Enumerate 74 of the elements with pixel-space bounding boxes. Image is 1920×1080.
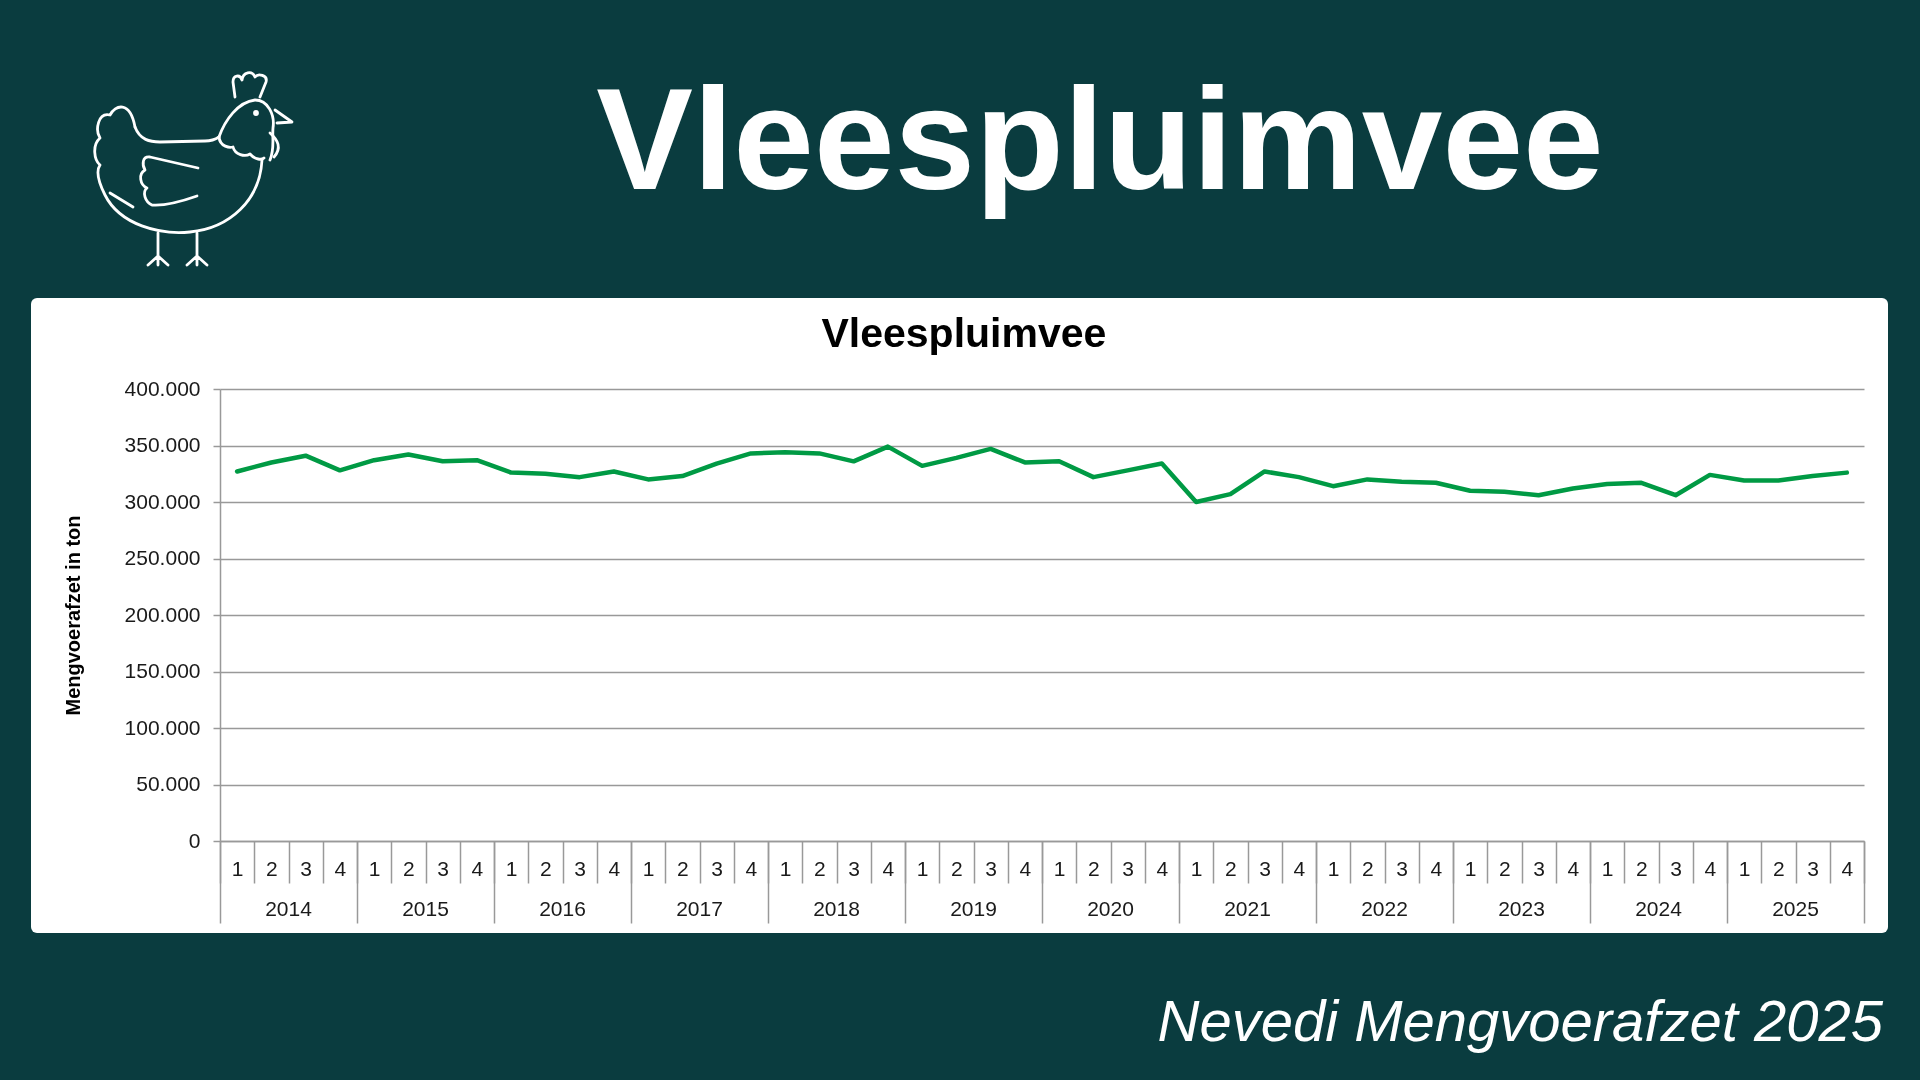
x-tick-label: 4 bbox=[1430, 857, 1443, 880]
x-tick-label: 2 bbox=[1773, 857, 1785, 880]
x-tick-label: 1 bbox=[1738, 857, 1751, 880]
x-tick-label: 2 bbox=[266, 857, 278, 880]
x-tick-label: 4 bbox=[608, 857, 621, 880]
x-tick-label: 3 bbox=[1259, 857, 1271, 880]
text: 2025 bbox=[1772, 897, 1819, 920]
x-tick-label: 2 bbox=[1225, 857, 1237, 880]
x-tick-label: 3 bbox=[574, 857, 586, 880]
chart-subtitle: Vleespluimvee bbox=[821, 310, 1107, 356]
x-tick-label: 1 bbox=[368, 857, 381, 880]
x-tick-label: 2 bbox=[1088, 857, 1100, 880]
x-tick-label: 2 bbox=[403, 857, 415, 880]
x-tick-label: 4 bbox=[1156, 857, 1169, 880]
x-tick-label: 1 bbox=[1464, 857, 1477, 880]
text: 2014 bbox=[265, 897, 313, 920]
x-tick-label: 3 bbox=[1396, 857, 1408, 880]
x-tick-label: 4 bbox=[1841, 857, 1854, 880]
x-tick-label: 3 bbox=[300, 857, 312, 880]
x-tick-label: 4 bbox=[1293, 857, 1306, 880]
y-tick-label: 100.000 bbox=[124, 715, 201, 739]
x-tick-label: 2 bbox=[951, 857, 963, 880]
text: 2023 bbox=[1498, 897, 1545, 920]
text: 2024 bbox=[1635, 897, 1683, 920]
x-tick-label: 2 bbox=[814, 857, 826, 880]
x-tick-label: 1 bbox=[1053, 857, 1066, 880]
text: 2019 bbox=[950, 897, 997, 920]
line-series bbox=[234, 444, 1850, 505]
x-tick-label: 4 bbox=[882, 857, 895, 880]
x-tick-label: 1 bbox=[1327, 857, 1340, 880]
x-tick-label: 4 bbox=[471, 857, 484, 880]
x-tick-label: 3 bbox=[437, 857, 449, 880]
x-tick-label: 4 bbox=[1704, 857, 1717, 880]
text: 2020 bbox=[1087, 897, 1134, 920]
x-tick-label: 3 bbox=[711, 857, 723, 880]
x-tick-label: 2 bbox=[1499, 857, 1511, 880]
text: 2022 bbox=[1361, 897, 1408, 920]
y-tick-label: 200.000 bbox=[124, 602, 201, 626]
x-tick-label: 3 bbox=[1122, 857, 1134, 880]
y-tick-label: 150.000 bbox=[124, 659, 201, 682]
text: 2015 bbox=[402, 897, 449, 920]
y-tick-label: 400.000 bbox=[124, 376, 201, 400]
x-tick-label: 4 bbox=[1567, 857, 1580, 880]
x-tick-label: 1 bbox=[916, 857, 929, 880]
x-tick-label: 3 bbox=[1533, 857, 1545, 880]
x-tick-label: 1 bbox=[1601, 857, 1614, 880]
x-tick-label: 1 bbox=[1190, 857, 1203, 880]
text: 2017 bbox=[676, 897, 723, 920]
text: Nevedi Mengvoerafzet 2025 bbox=[1157, 988, 1883, 1053]
x-tick-label: 1 bbox=[231, 857, 244, 880]
y-axis-title: Mengvoerafzet in ton bbox=[61, 515, 84, 716]
x-tick-label: 2 bbox=[677, 857, 689, 880]
x-tick-label: 1 bbox=[505, 857, 518, 880]
x-tick-label: 1 bbox=[642, 857, 655, 880]
text: 2018 bbox=[813, 897, 860, 920]
x-tick-label: 2 bbox=[1362, 857, 1374, 880]
y-tick-label: 300.000 bbox=[124, 489, 201, 513]
text: 2021 bbox=[1224, 897, 1271, 920]
x-tick-label: 1 bbox=[779, 857, 792, 880]
y-tick-label: 50.000 bbox=[136, 772, 201, 795]
y-tick-label: 0 bbox=[188, 828, 201, 852]
x-tick-label: 4 bbox=[334, 857, 347, 880]
y-tick-label: 350.000 bbox=[124, 433, 201, 456]
y-tick-label: 250.000 bbox=[124, 546, 201, 569]
x-tick-label: 3 bbox=[1807, 857, 1819, 880]
x-tick-label: 3 bbox=[1670, 857, 1682, 880]
x-tick-label: 2 bbox=[540, 857, 552, 880]
x-tick-label: 2 bbox=[1636, 857, 1648, 880]
x-tick-label: 4 bbox=[745, 857, 758, 880]
text: 2016 bbox=[539, 897, 586, 920]
x-tick-label: 3 bbox=[985, 857, 997, 880]
x-tick-label: 3 bbox=[848, 857, 860, 880]
x-tick-label: 4 bbox=[1019, 857, 1032, 880]
chart-title: Vleespluimvee bbox=[595, 58, 1605, 220]
